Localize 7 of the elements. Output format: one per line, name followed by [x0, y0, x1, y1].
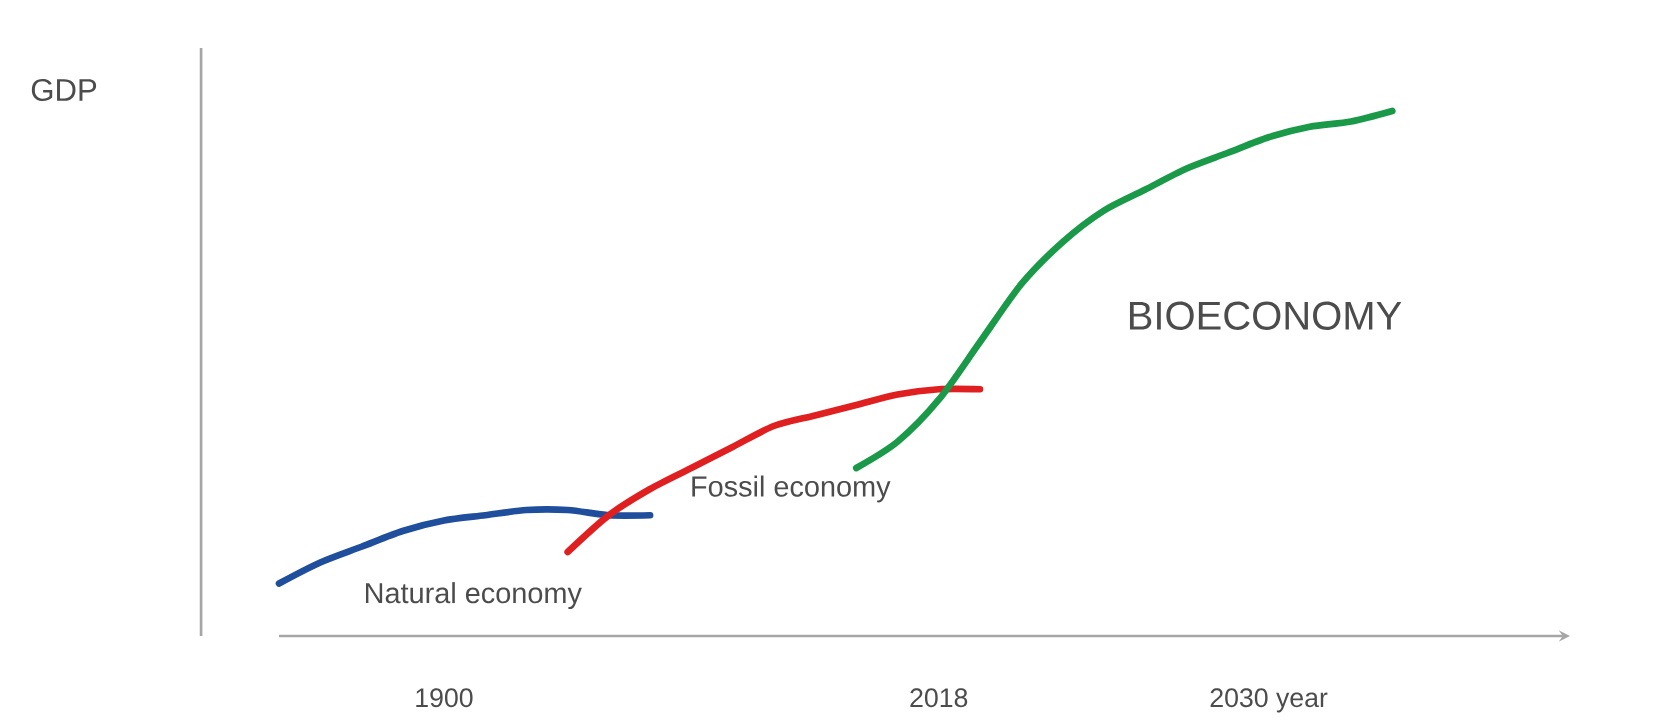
x-tick-label: 2030 year: [1210, 688, 1328, 713]
text: GDP: [31, 78, 97, 102]
x-tick-label: 2018: [910, 688, 968, 708]
series-label: Fossil economy: [692, 475, 891, 503]
series-label: Natural economy: [365, 582, 582, 610]
text: BIOECONOMY: [1129, 301, 1402, 330]
x-tick-label: 1900: [416, 688, 473, 708]
